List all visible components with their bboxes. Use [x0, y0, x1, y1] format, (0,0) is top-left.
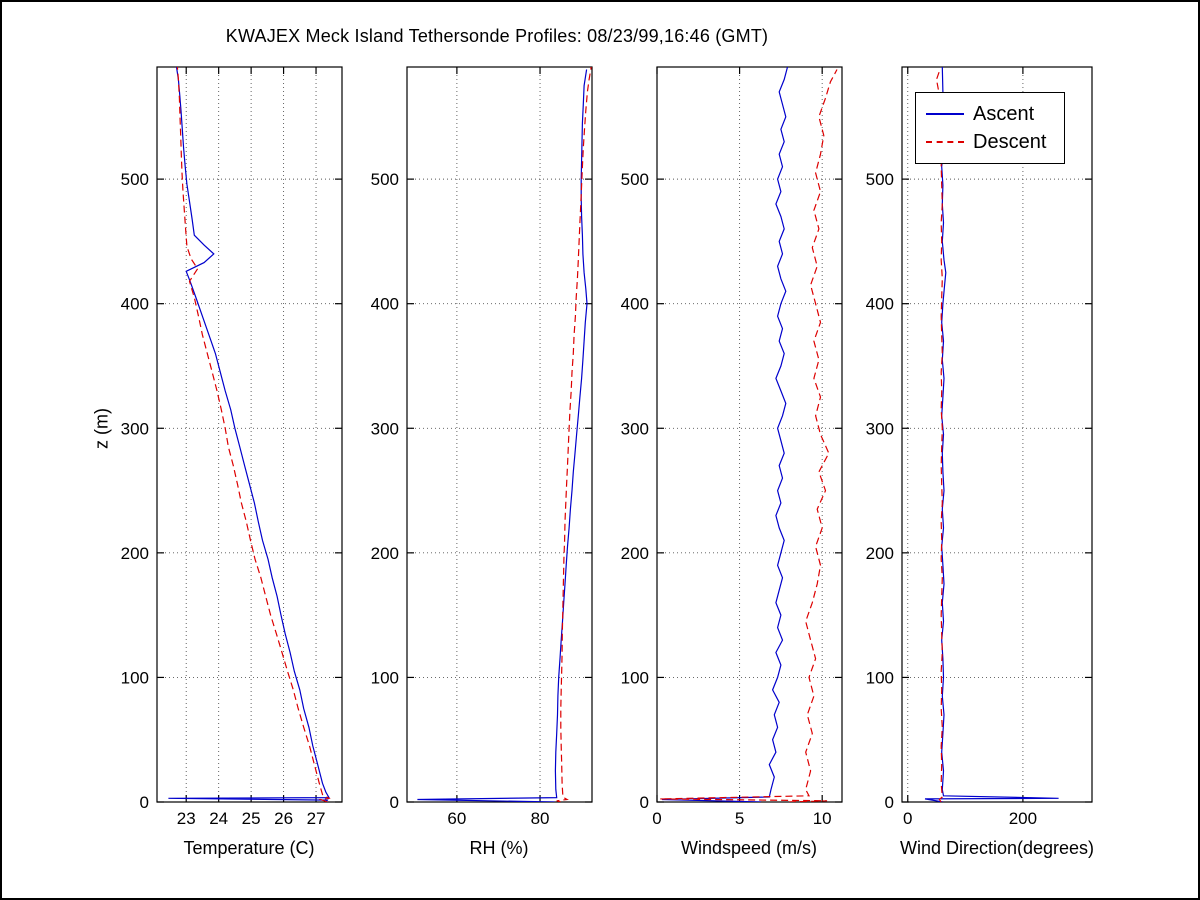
axes-box: [406, 66, 593, 803]
subplot-temperature: 23 24 25 26 27 0 100 200 300 400 500: [121, 66, 343, 828]
y-tick-label: 500: [866, 170, 894, 189]
x-axis-label-rh: RH (%): [469, 838, 529, 858]
x-tick-label: 80: [531, 809, 550, 828]
y-tick-label: 300: [121, 419, 149, 438]
x-tick-label: 23: [177, 809, 196, 828]
y-tick-label: 500: [121, 170, 149, 189]
y-tick-label: 100: [621, 668, 649, 687]
y-tick-label: 200: [621, 544, 649, 563]
grid: [157, 67, 342, 803]
legend-entry-ascent: Ascent: [926, 100, 1054, 128]
y-tick-label: 400: [121, 295, 149, 314]
x-tick-label: 0: [903, 809, 912, 828]
y-tick-label: 300: [866, 419, 894, 438]
legend-label-descent: Descent: [973, 131, 1047, 153]
x-tick-label: 0: [652, 809, 661, 828]
tick-marks: [656, 67, 842, 803]
axes-box: [901, 66, 1093, 803]
grid: [656, 67, 842, 803]
x-tick-label: 26: [274, 809, 293, 828]
y-tick-label: 100: [121, 668, 149, 687]
y-tick-label: 500: [621, 170, 649, 189]
x-axis-label-windspeed: Windspeed (m/s): [680, 838, 818, 858]
x-tick-label: 5: [735, 809, 744, 828]
y-tick-label: 200: [121, 544, 149, 563]
grid: [407, 67, 592, 803]
x-tick-label: 25: [242, 809, 261, 828]
grid: [902, 67, 1092, 803]
ascent-line-sample-icon: [926, 113, 964, 115]
chart-title: KWAJEX Meck Island Tethersonde Profiles:…: [225, 26, 769, 46]
tick-marks: [902, 67, 1092, 803]
x-axis-label-winddirection: Wind Direction(degrees): [899, 838, 1095, 858]
axes-box: [656, 66, 843, 803]
x-tick-label: 27: [307, 809, 326, 828]
series-ascent: [924, 67, 1059, 802]
x-tick-label: 60: [447, 809, 466, 828]
y-tick-label: 0: [140, 793, 149, 812]
y-tick-label: 300: [621, 419, 649, 438]
series-descent: [935, 69, 943, 802]
legend-label-ascent: Ascent: [973, 103, 1035, 125]
subplot-wind-direction: 0 200 0 100 200 300 400 500: [866, 66, 1093, 828]
y-tick-label: 200: [371, 544, 399, 563]
y-tick-label: 0: [640, 793, 649, 812]
legend-entry-descent: Descent: [926, 128, 1054, 156]
x-tick-label: 10: [813, 809, 832, 828]
legend: Ascent Descent: [915, 92, 1065, 164]
series-descent: [660, 69, 838, 802]
y-tick-label: 400: [866, 295, 894, 314]
y-tick-label: 0: [390, 793, 399, 812]
x-tick-label: 24: [209, 809, 228, 828]
series-ascent: [661, 67, 789, 802]
tick-labels: 0 200 0 100 200 300 400 500: [866, 170, 1037, 828]
y-tick-label: 500: [371, 170, 399, 189]
axes-box: [156, 66, 343, 803]
tick-marks: [157, 67, 342, 803]
y-tick-label: 100: [371, 668, 399, 687]
y-tick-label: 100: [866, 668, 894, 687]
tick-labels: 23 24 25 26 27 0 100 200 300 400 500: [121, 170, 326, 828]
subplot-relative-humidity: 60 80 0 100 200 300 400 500: [371, 66, 593, 828]
series-descent: [556, 67, 592, 802]
y-tick-label: 300: [371, 419, 399, 438]
series-ascent: [168, 67, 331, 802]
y-tick-label: 0: [885, 793, 894, 812]
x-tick-label: 200: [1009, 809, 1037, 828]
tick-labels: 60 80 0 100 200 300 400 500: [371, 170, 550, 828]
y-tick-label: 200: [866, 544, 894, 563]
y-tick-label: 400: [371, 295, 399, 314]
series-descent: [176, 67, 331, 802]
descent-line-sample-icon: [926, 141, 964, 143]
tick-marks: [407, 67, 592, 803]
x-axis-label-temperature: Temperature (C): [183, 838, 315, 858]
y-tick-label: 400: [621, 295, 649, 314]
y-axis-label: z (m): [91, 408, 112, 449]
